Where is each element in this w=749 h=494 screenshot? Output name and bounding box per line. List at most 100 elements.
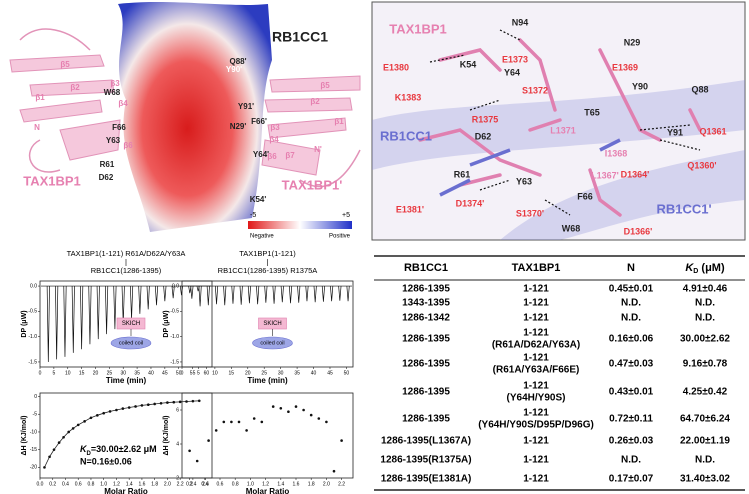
header-part: D (693, 268, 698, 275)
plot-frame (39, 392, 213, 479)
data-point (121, 407, 125, 410)
y-axis-label: ΔH (KJ/mol) (163, 415, 170, 455)
x-tick-label: 1.2 (262, 481, 269, 487)
structure-label: β3 (110, 79, 120, 88)
x-tick-label: 0.2 (49, 481, 56, 487)
x-tick-label: 30 (120, 370, 126, 376)
injection-peak (231, 286, 235, 304)
data-point (134, 405, 137, 408)
table-cell: 1286-1395 (402, 334, 450, 345)
y-tick-label: 0.0 (172, 283, 179, 289)
data-point (89, 416, 93, 420)
table-lines (374, 255, 745, 491)
x-tick-label: 35 (134, 370, 140, 376)
x-tick-label: 1.8 (308, 481, 315, 487)
x-tick-label: 30 (278, 370, 284, 376)
table-cell: 1-121 (523, 474, 549, 485)
structure-label: N' (314, 145, 322, 154)
x-tick-label: 2.0 (164, 481, 171, 487)
x-tick-label: 1.6 (293, 481, 300, 487)
injection-peak (305, 286, 309, 302)
structure-label: TAX1BP1 (23, 173, 81, 188)
injection-peak (280, 286, 284, 303)
table-cell: 1-121 (523, 436, 549, 447)
data-point (195, 459, 199, 463)
y-tick-label: -0.5 (170, 309, 179, 315)
structure-label: β4 (269, 135, 279, 144)
structure-label: Y63 (106, 136, 121, 145)
structure-label: β6 (267, 152, 277, 161)
data-point (140, 404, 144, 407)
structure-label: E1380 (383, 62, 409, 72)
y-tick-label: -1.0 (28, 334, 37, 340)
x-tick-label: 25 (107, 370, 113, 376)
table-cell: 1286-1395 (402, 284, 450, 295)
structure-label: RB1CC1 (380, 128, 432, 143)
kd-part: K (80, 444, 88, 454)
data-point (237, 420, 241, 424)
structure-label: Q1360' (687, 160, 716, 170)
table-cell: 1-121 (523, 353, 549, 364)
table-cell: 0.47±0.03 (609, 359, 654, 370)
x-tick-label: 0 (181, 370, 184, 376)
data-point (43, 466, 46, 469)
table-cell: N.D. (621, 455, 641, 466)
data-point (279, 407, 283, 410)
plot-frame (39, 280, 213, 368)
structure-label: Y64 (504, 67, 520, 77)
injection-peak (46, 286, 50, 362)
table-cell: 0.45±0.01 (609, 284, 654, 295)
injection-peak (256, 286, 260, 305)
table-cell: 1-121 (523, 381, 549, 392)
structure-label: β1 (35, 93, 45, 102)
table-cell: 1286-1342 (402, 313, 450, 324)
structure-label: I1368 (605, 148, 628, 158)
structure-label: TAX1BP1 (389, 21, 447, 36)
structure-label: β2 (310, 97, 320, 106)
x-tick-label: 15 (229, 370, 235, 376)
injection-peak (272, 286, 276, 304)
table-cell: (R61A/Y63A/F66E) (493, 365, 580, 376)
data-point (52, 448, 56, 451)
injection-peak (171, 286, 175, 299)
data-point (197, 399, 201, 403)
structure-label: K54' (250, 195, 267, 204)
itc-title: TAX1BP1(1-121) R61A/D62A/Y63A (67, 249, 186, 258)
table-cell: 0.16±0.06 (609, 334, 654, 345)
table-cell: N.D. (695, 455, 715, 466)
x-tick-label: 45 (327, 370, 333, 376)
structure-label: E1381' (396, 204, 424, 214)
x-tick-label: 35 (294, 370, 300, 376)
x-tick-label: 2.2 (177, 481, 184, 487)
table-cell: 4.91±0.46 (683, 284, 728, 295)
data-point (115, 408, 118, 412)
table-cell: 1-121 (523, 298, 549, 309)
injection-peak (321, 286, 325, 302)
injection-peak (297, 286, 301, 303)
skich-label: SKICH (263, 321, 281, 327)
data-point (153, 402, 156, 406)
y-tick-label: 2 (176, 475, 179, 481)
structure-label: F66' (251, 117, 267, 126)
table-cell: N.D. (695, 298, 715, 309)
injection-peak (346, 286, 350, 302)
x-tick-label: 10 (65, 370, 71, 376)
structure-label: N29 (624, 37, 641, 47)
structure-label: D1374' (456, 198, 485, 208)
data-point (71, 427, 75, 430)
x-tick-label: 50 (344, 370, 350, 376)
structure-label: TAX1BP1' (282, 177, 343, 192)
table-cell: 30.00±2.62 (680, 334, 730, 345)
structure-label: D1366' (624, 226, 653, 236)
structure-label: L1371 (550, 125, 576, 135)
structure-label: R61 (454, 169, 471, 179)
skich-label: SKICH (122, 321, 140, 327)
coiled-coil-label: coiled coil (260, 340, 284, 346)
data-point (222, 420, 226, 424)
x-tick-label: 0.0 (37, 481, 44, 487)
data-point (102, 411, 106, 415)
injection-peak (88, 286, 92, 345)
data-point (108, 410, 112, 413)
data-point (67, 430, 70, 434)
panel-a-art (9, 2, 361, 233)
